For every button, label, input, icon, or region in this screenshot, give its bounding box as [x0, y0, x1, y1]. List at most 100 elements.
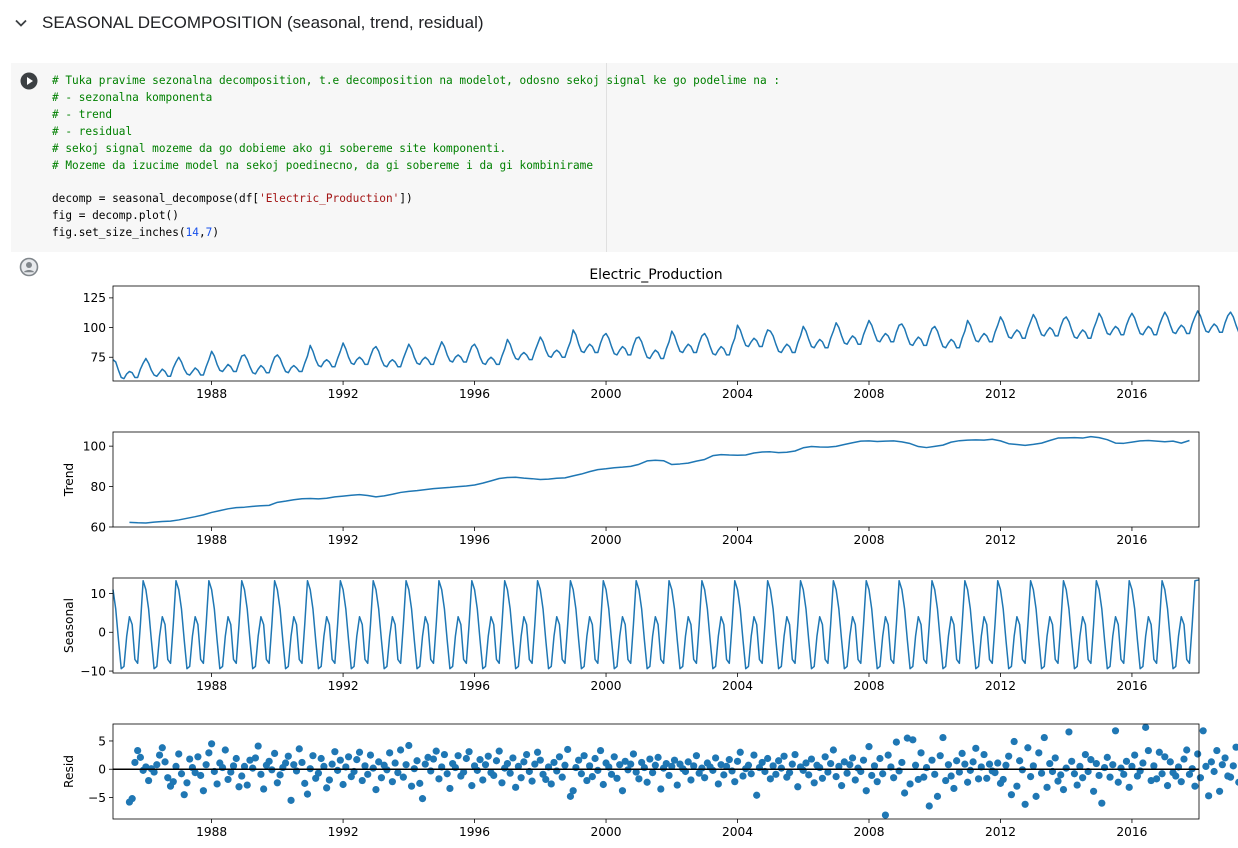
resid-point: [1068, 757, 1076, 765]
resid-point: [328, 760, 336, 768]
resid-point: [599, 780, 607, 789]
resid-point: [172, 762, 180, 771]
resid-point: [816, 763, 824, 772]
resid-point: [265, 757, 273, 765]
resid-point: [859, 756, 868, 764]
resid-point: [917, 749, 925, 757]
resid-point: [495, 747, 503, 755]
resid-point: [739, 772, 747, 780]
resid-point: [775, 757, 783, 765]
resid-point: [758, 758, 766, 767]
code-token: 14: [185, 226, 199, 240]
resid-point: [607, 770, 616, 778]
code-token: # Tuka pravime sezonalna decomposition, …: [52, 74, 781, 87]
resid-point: [1136, 767, 1144, 775]
resid-point: [161, 758, 169, 766]
resid-point: [983, 774, 991, 782]
resid-point: [531, 760, 539, 768]
y-tick-label: 125: [83, 291, 106, 305]
resid-point: [454, 752, 462, 760]
resid-point: [290, 761, 298, 769]
resid-point: [158, 744, 166, 752]
resid-point: [391, 759, 399, 767]
resid-point: [273, 779, 281, 787]
y-tick-label: 60: [90, 520, 106, 534]
x-tick-label: 1988: [196, 533, 227, 547]
resid-point: [134, 746, 142, 755]
resid-point: [1199, 727, 1207, 735]
resid-point: [298, 758, 306, 767]
resid-point: [911, 761, 920, 769]
resid-point: [479, 776, 487, 784]
resid-point: [1158, 770, 1166, 778]
resid-point: [536, 756, 544, 764]
resid-point: [701, 774, 709, 782]
x-tick-label: 1988: [196, 387, 227, 401]
resid-point: [465, 748, 473, 756]
resid-point: [528, 777, 536, 785]
x-tick-label: 1992: [328, 533, 359, 547]
resid-point: [766, 775, 774, 783]
x-tick-label: 2016: [1116, 387, 1147, 401]
resid-point: [1111, 727, 1120, 735]
code-cell[interactable]: [11, 63, 1238, 252]
plot-frame: [112, 723, 1200, 820]
resid-point: [243, 781, 251, 789]
x-tick-label: 2004: [722, 825, 753, 839]
resid-point: [632, 768, 640, 776]
resid-point: [714, 780, 722, 788]
resid-point: [1232, 743, 1238, 751]
resid-point: [1059, 786, 1068, 794]
resid-point: [202, 761, 210, 769]
resid-point: [1024, 744, 1032, 752]
resid-point: [1218, 761, 1226, 769]
resid-point: [640, 763, 648, 772]
resid-point: [257, 770, 265, 778]
resid-point: [334, 766, 342, 774]
resid-point: [514, 762, 522, 771]
x-tick-label: 1996: [459, 533, 490, 547]
code-token: 7: [205, 226, 213, 240]
resid-point: [240, 762, 249, 771]
resid-point: [145, 776, 153, 785]
resid-point: [785, 769, 794, 777]
play-icon[interactable]: [20, 72, 38, 90]
resid-point: [901, 789, 909, 797]
x-tick-label: 1996: [459, 825, 490, 839]
resid-point: [846, 761, 854, 769]
code-line: # - sezonalna komponenta: [52, 91, 212, 104]
code-token: # - sezonalna komponenta: [52, 90, 213, 104]
resid-point: [870, 762, 879, 770]
resid-point: [462, 754, 470, 763]
resid-point: [588, 772, 596, 781]
resid-point: [246, 756, 254, 764]
resid-point: [512, 783, 520, 791]
resid-point: [964, 778, 972, 786]
resid-point: [429, 755, 438, 763]
resid-point: [229, 762, 238, 770]
resid-point: [895, 767, 903, 775]
resid-point: [490, 771, 498, 780]
y-axis-label: Seasonal: [62, 598, 76, 653]
code-editor[interactable]: # Tuka pravime sezonalna decomposition, …: [52, 73, 780, 242]
resid-point: [366, 751, 375, 759]
resid-point: [687, 776, 695, 784]
resid-point: [238, 772, 246, 780]
resid-point: [1131, 751, 1139, 759]
resid-point: [832, 772, 840, 781]
plot-frame: [112, 577, 1200, 674]
resid-point: [892, 738, 900, 746]
resid-point: [1029, 762, 1037, 770]
chevron-down-icon[interactable]: [12, 14, 30, 32]
resid-point: [517, 774, 525, 782]
user-avatar-icon[interactable]: [19, 257, 39, 277]
resid-point: [709, 766, 717, 774]
resid-point: [572, 763, 580, 772]
x-tick-label: 1992: [328, 825, 359, 839]
resid-point: [890, 774, 898, 782]
code-line: # sekoj signal mozeme da go dobieme ako …: [52, 142, 506, 155]
resid-point: [353, 756, 361, 764]
resid-point: [788, 760, 796, 768]
resid-point: [794, 783, 802, 791]
resid-point: [344, 753, 353, 761]
